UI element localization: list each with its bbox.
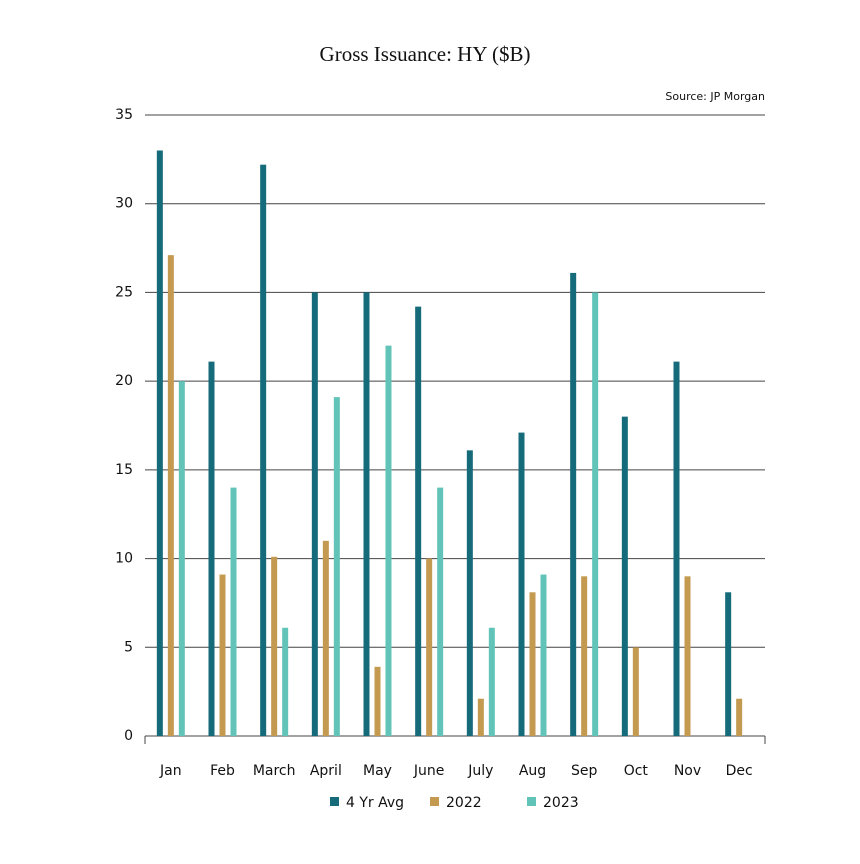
bar (363, 292, 370, 736)
bar (437, 487, 444, 736)
legend-label: 2023 (543, 795, 579, 811)
y-tick-label: 30 (115, 196, 133, 212)
x-tick-label: Sep (571, 763, 598, 779)
bar (260, 164, 267, 736)
bar (374, 666, 381, 736)
y-tick-label: 0 (124, 728, 133, 744)
bar (230, 487, 237, 736)
legend-swatch (430, 797, 439, 806)
x-tick-label: Oct (624, 763, 649, 779)
bar (725, 592, 732, 736)
bar (415, 306, 422, 736)
chart-title: Gross Issuance: HY ($B) (320, 42, 531, 66)
legend-swatch (330, 797, 339, 806)
bar (518, 432, 525, 736)
legend-swatch (527, 797, 536, 806)
bar (581, 576, 588, 736)
bar (167, 255, 174, 736)
y-tick-label: 25 (115, 284, 133, 300)
x-tick-label: March (253, 763, 296, 779)
bar (156, 150, 163, 736)
bar (488, 627, 495, 736)
x-tick-label: April (310, 763, 342, 779)
bar (570, 272, 577, 736)
bar (322, 540, 329, 736)
bar (673, 361, 680, 736)
x-tick-label: Jan (159, 763, 182, 779)
y-tick-label: 20 (115, 373, 133, 389)
bar (684, 576, 691, 736)
x-tick-label: July (467, 763, 493, 779)
bar (282, 627, 289, 736)
bar (621, 416, 628, 736)
x-tick-label: June (413, 763, 445, 779)
x-tick-label: Nov (674, 763, 701, 779)
bar (208, 361, 215, 736)
bar (385, 345, 392, 736)
bar (736, 698, 743, 736)
bar (592, 292, 599, 736)
x-tick-label: May (363, 763, 392, 779)
bar (219, 574, 226, 736)
bar (426, 558, 433, 736)
legend-label: 2022 (446, 795, 482, 811)
bar (333, 397, 340, 736)
legend-label: 4 Yr Avg (346, 795, 404, 811)
bar (540, 574, 547, 736)
bar (529, 592, 536, 736)
bar (477, 698, 484, 736)
y-tick-label: 5 (124, 639, 133, 655)
x-tick-label: Feb (210, 763, 235, 779)
bar (466, 450, 473, 736)
y-tick-label: 35 (115, 107, 133, 123)
bar (271, 556, 278, 736)
bar (178, 381, 185, 736)
x-tick-label: Aug (519, 763, 546, 779)
bar (311, 292, 318, 736)
source-note: Source: JP Morgan (665, 90, 765, 103)
bar (632, 647, 639, 736)
x-tick-label: Dec (726, 763, 753, 779)
y-tick-label: 15 (115, 462, 133, 478)
y-tick-label: 10 (115, 551, 133, 567)
